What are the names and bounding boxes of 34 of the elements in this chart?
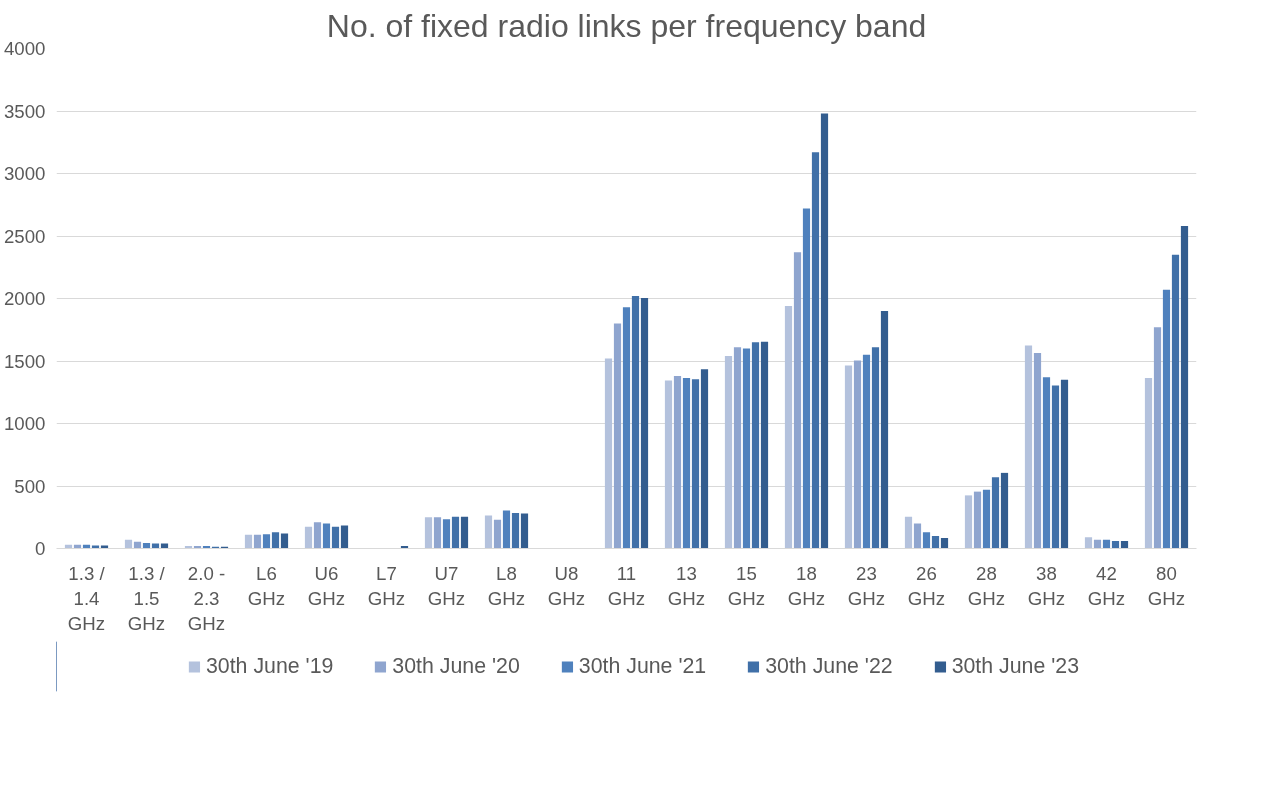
x-tick-label: U8 GHz bbox=[547, 562, 586, 609]
legend-label: 30th June '23 bbox=[951, 653, 1080, 679]
x-tick-label: 2.0 - 2.3 GHz bbox=[187, 562, 226, 634]
x-tick-label: U7 GHz bbox=[427, 562, 466, 609]
legend-label: 30th June '21 bbox=[578, 653, 707, 679]
x-tick-label: 38 GHz bbox=[1027, 562, 1066, 609]
x-tick-label: U6 GHz bbox=[307, 562, 346, 609]
x-tick-label: 80 GHz bbox=[1147, 562, 1186, 609]
x-tick-label: 13 GHz bbox=[667, 562, 706, 609]
x-tick-label: 26 GHz bbox=[907, 562, 946, 609]
y-tick-label: 500 bbox=[14, 475, 46, 497]
y-tick-label: 3000 bbox=[4, 163, 46, 184]
x-tick-label: 42 GHz bbox=[1087, 562, 1126, 609]
y-tick-label: 4000 bbox=[4, 38, 46, 59]
x-tick-label: L7 GHz bbox=[367, 562, 406, 609]
y-tick-label: 1500 bbox=[4, 350, 46, 372]
legend-label: 30th June '22 bbox=[765, 653, 893, 679]
y-tick-label: 1000 bbox=[4, 413, 46, 434]
x-tick-label: 1.3 / 1.5 GHz bbox=[127, 562, 166, 634]
x-tick-label: 23 GHz bbox=[847, 562, 886, 609]
y-tick-label: 3500 bbox=[4, 100, 46, 122]
x-tick-label: 18 GHz bbox=[787, 562, 826, 609]
x-tick-label: 15 GHz bbox=[727, 562, 766, 609]
x-tick-label: 28 GHz bbox=[967, 562, 1006, 609]
y-tick-label: 2500 bbox=[4, 225, 46, 247]
y-tick-label: 0 bbox=[35, 538, 46, 559]
chart-title: No. of fixed radio links per frequency band bbox=[326, 7, 927, 44]
legend-label: 30th June '20 bbox=[392, 653, 520, 679]
x-tick-label: L8 GHz bbox=[487, 562, 526, 609]
x-tick-label: 11 GHz bbox=[607, 562, 646, 609]
y-tick-label: 2000 bbox=[4, 288, 46, 309]
legend-label: 30th June '19 bbox=[205, 653, 334, 679]
x-tick-label: 1.3 / 1.4 GHz bbox=[67, 562, 106, 634]
x-tick-label: L6 GHz bbox=[247, 562, 286, 609]
